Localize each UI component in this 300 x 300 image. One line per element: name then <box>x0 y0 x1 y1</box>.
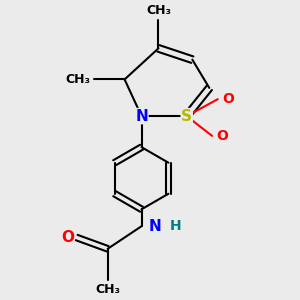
Text: N: N <box>148 219 161 234</box>
Text: O: O <box>61 230 74 245</box>
Text: CH₃: CH₃ <box>95 283 120 296</box>
Text: CH₃: CH₃ <box>146 4 171 17</box>
Text: N: N <box>135 109 148 124</box>
Text: CH₃: CH₃ <box>66 73 91 86</box>
Text: O: O <box>222 92 234 106</box>
Text: S: S <box>181 109 192 124</box>
Text: O: O <box>216 129 228 143</box>
Text: H: H <box>170 219 182 233</box>
